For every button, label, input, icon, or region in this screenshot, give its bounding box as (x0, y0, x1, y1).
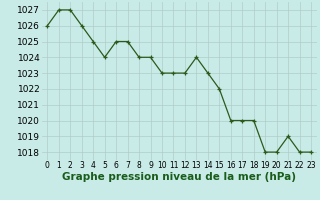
X-axis label: Graphe pression niveau de la mer (hPa): Graphe pression niveau de la mer (hPa) (62, 172, 296, 182)
